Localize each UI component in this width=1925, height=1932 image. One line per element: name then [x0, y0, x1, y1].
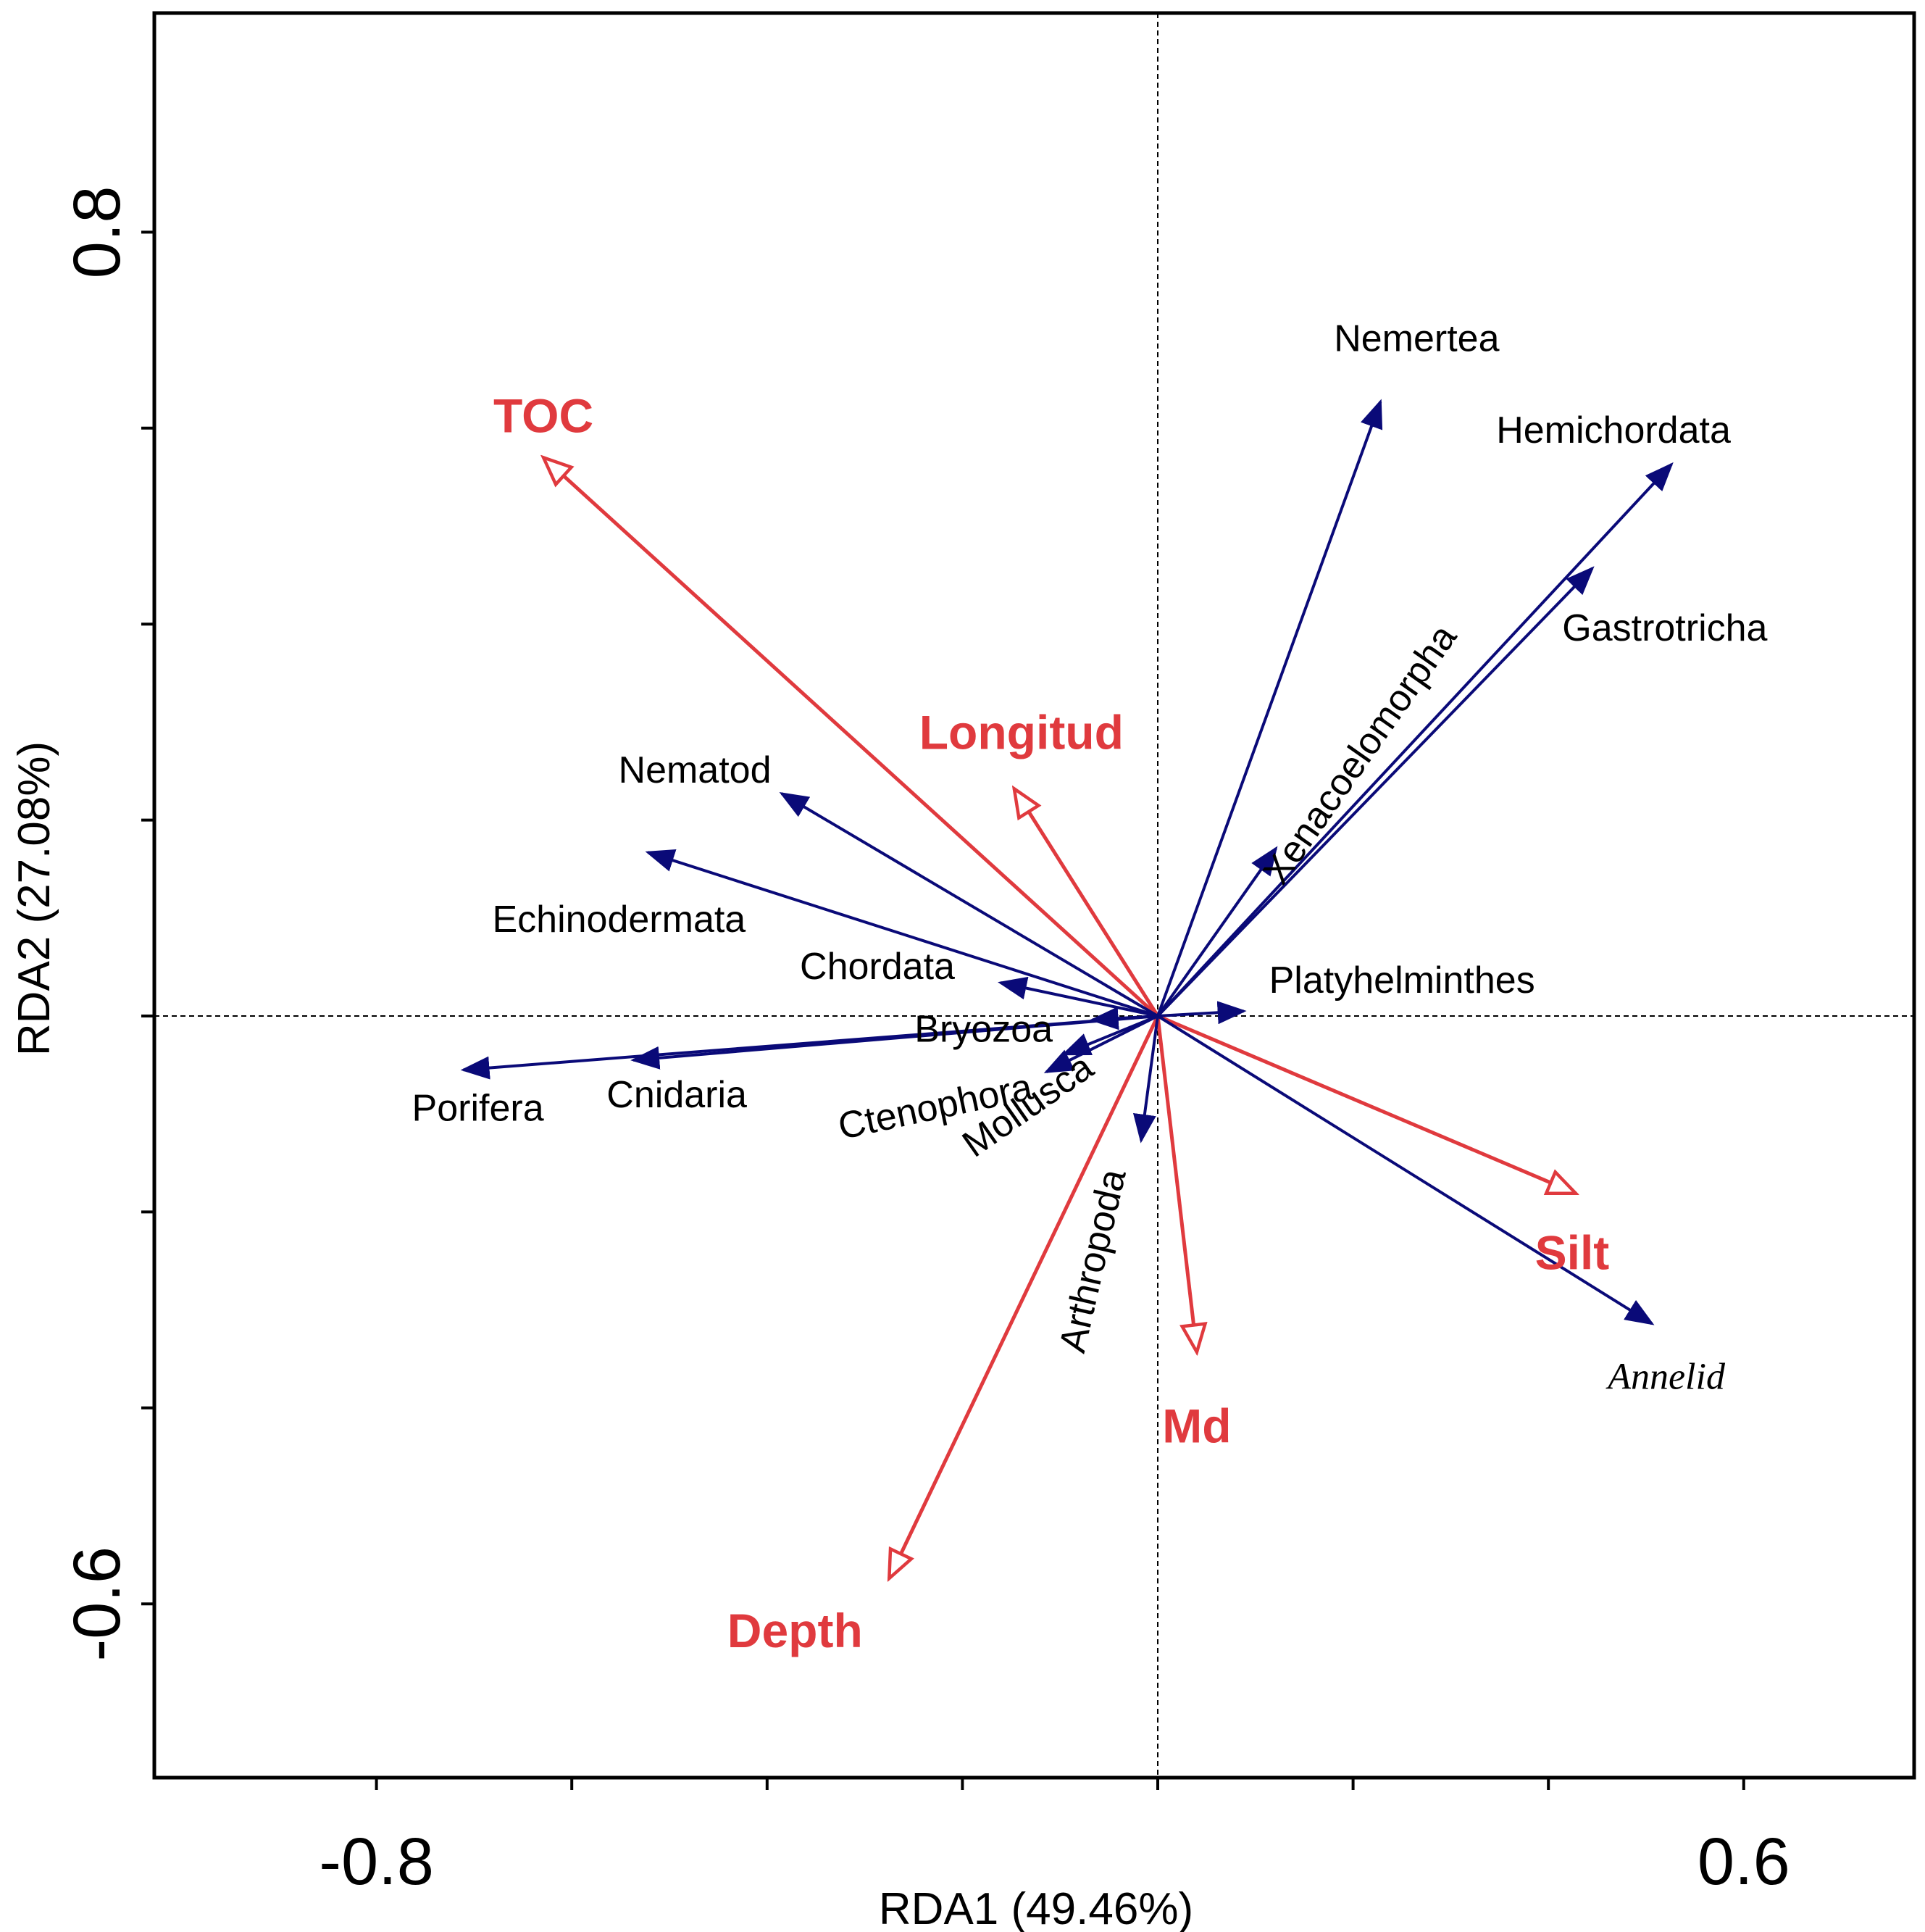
species-label-cnidaria: Cnidaria	[606, 1074, 747, 1116]
species-arrow-annelid	[1156, 1015, 1655, 1325]
env-arrow-md	[1156, 1015, 1197, 1352]
species-arrow-xenacoelomorpha	[1156, 846, 1278, 1017]
species-label-porifera: Porifera	[412, 1087, 544, 1129]
species-label-platyhelminthes: Platyhelminthes	[1269, 959, 1535, 1002]
species-label-arthropoda: Arthropoda	[1051, 1165, 1134, 1357]
species-arrow-echinodermata	[645, 849, 1158, 1017]
environment-vectors	[543, 457, 1576, 1578]
plot-frame	[152, 11, 1916, 1780]
species-arrow-chordata	[998, 976, 1158, 1017]
x-tick-label: 0.6	[1698, 1825, 1790, 1899]
x-tick-label: -0.8	[319, 1825, 434, 1899]
species-vectors	[460, 399, 1674, 1325]
species-arrow-hemichordata	[1156, 462, 1674, 1017]
species-label-gastrotricha: Gastrotricha	[1562, 607, 1767, 649]
env-label-toc: TOC	[493, 388, 593, 442]
env-label-md: Md	[1162, 1399, 1231, 1453]
reference-lines	[154, 13, 1914, 1778]
species-label-bryozoa: Bryozoa	[914, 1008, 1053, 1050]
env-arrow-longitud	[1014, 788, 1160, 1017]
env-arrow-silt	[1157, 1014, 1576, 1194]
species-arrow-platyhelminthes	[1157, 1001, 1247, 1025]
vector-labels: NemerteaHemichordataGastrotrichaXenacoel…	[412, 317, 1768, 1657]
species-arrow-arthropoda	[1132, 1015, 1159, 1144]
y-tick-label: 0.8	[60, 186, 134, 278]
species-arrow-nematod	[779, 792, 1159, 1017]
env-label-silt: Silt	[1535, 1226, 1610, 1280]
species-arrow-gastrotricha	[1156, 566, 1595, 1017]
species-label-chordata: Chordata	[800, 946, 955, 988]
species-label-nematod: Nematod	[619, 749, 772, 791]
species-label-annelid: Annelid	[1605, 1357, 1726, 1398]
species-label-echinodermata: Echinodermata	[492, 899, 746, 941]
y-tick-label: -0.6	[60, 1546, 134, 1662]
env-label-depth: Depth	[727, 1604, 863, 1657]
env-arrow-toc	[543, 457, 1159, 1017]
species-label-hemichordata: Hemichordata	[1496, 409, 1731, 451]
x-axis-title: RDA1 (49.46%)	[879, 1884, 1193, 1932]
axis-ticks: -0.8 0.6 0.8 -0.6	[60, 186, 1790, 1899]
species-arrow-ctenophora	[1043, 1015, 1158, 1073]
env-arrow-depth	[889, 1015, 1160, 1578]
species-arrow-mollusca	[1061, 1015, 1158, 1056]
species-label-nemertea: Nemertea	[1334, 317, 1499, 359]
species-arrow-nemertea	[1156, 399, 1383, 1017]
env-label-longitud: Longitud	[919, 705, 1124, 759]
species-arrow-cnidaria	[630, 1015, 1158, 1070]
y-axis-title: RDA2 (27.08%)	[9, 741, 59, 1056]
